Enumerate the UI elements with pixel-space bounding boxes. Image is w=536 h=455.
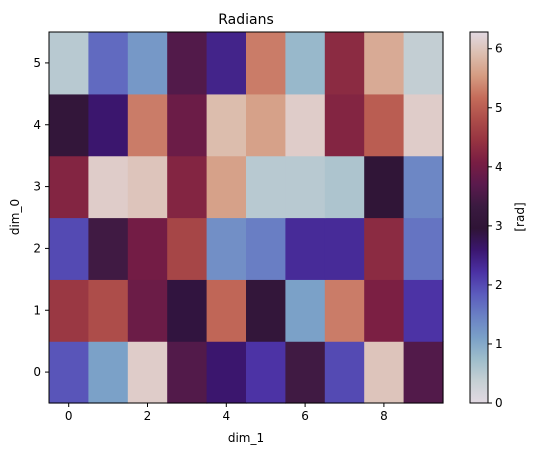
heatmap-cell bbox=[324, 93, 365, 157]
y-axis-label: dim_0 bbox=[8, 199, 22, 235]
y-axis-ticks: 0 1 2 3 4 5 bbox=[33, 56, 49, 379]
colorbar-label: [rad] bbox=[513, 202, 527, 231]
heatmap-cell bbox=[88, 155, 129, 219]
heatmap-cell bbox=[49, 217, 89, 280]
heatmap-cell bbox=[324, 279, 365, 342]
heatmap-cell bbox=[206, 93, 247, 157]
heatmap-cell bbox=[285, 93, 326, 157]
heatmap-cell bbox=[167, 32, 208, 95]
plot-frame bbox=[48, 31, 444, 404]
heatmap-cell bbox=[403, 341, 444, 404]
heatmap-cell bbox=[246, 155, 286, 219]
colorbar-tick-label: 2 bbox=[495, 278, 503, 292]
colorbar-tick-label: 5 bbox=[495, 101, 503, 115]
heatmap-cell bbox=[49, 155, 89, 219]
heatmap-cell bbox=[88, 32, 129, 95]
heatmap-cell bbox=[364, 32, 405, 95]
colorbar-ticks: 0 1 2 3 4 5 6 bbox=[488, 42, 503, 410]
y-tick-label: 4 bbox=[33, 118, 41, 132]
colorbar-tick-label: 6 bbox=[495, 42, 503, 56]
heatmap-cell bbox=[246, 279, 286, 342]
heatmap-cell bbox=[285, 32, 326, 95]
heatmap-cell bbox=[127, 93, 168, 157]
heatmap-cell bbox=[403, 155, 444, 219]
y-tick-label: 1 bbox=[33, 303, 41, 317]
colorbar bbox=[469, 31, 489, 404]
heatmap-cell bbox=[167, 93, 208, 157]
heatmap-cell bbox=[167, 279, 208, 342]
heatmap-cell bbox=[49, 341, 89, 404]
x-axis-label: dim_1 bbox=[228, 431, 264, 445]
heatmap-cell bbox=[246, 341, 286, 404]
heatmap-cell bbox=[206, 217, 247, 280]
colorbar-tick-label: 0 bbox=[495, 396, 503, 410]
heatmap-cell bbox=[403, 217, 444, 280]
heatmap-cell bbox=[49, 279, 89, 342]
heatmap-cell bbox=[364, 93, 405, 157]
heatmap-cell bbox=[88, 279, 129, 342]
x-tick-label: 2 bbox=[144, 409, 152, 423]
heatmap-cell bbox=[88, 217, 129, 280]
x-axis-ticks: 0 2 4 6 8 bbox=[65, 403, 388, 423]
heatmap-cell bbox=[324, 155, 365, 219]
heatmap-cell bbox=[206, 341, 247, 404]
x-tick-label: 6 bbox=[301, 409, 309, 423]
heatmap-cell bbox=[246, 217, 286, 280]
x-tick-label: 8 bbox=[380, 409, 388, 423]
heatmap-cell bbox=[324, 217, 365, 280]
heatmap-cell bbox=[246, 32, 286, 95]
heatmap-cell bbox=[167, 341, 208, 404]
heatmap-cell bbox=[246, 93, 286, 157]
heatmap-cell bbox=[88, 341, 129, 404]
heatmap-cell bbox=[285, 217, 326, 280]
heatmap-cell bbox=[206, 279, 247, 342]
heatmap-cell bbox=[364, 217, 405, 280]
colorbar-tick-label: 3 bbox=[495, 219, 503, 233]
heatmap-cell bbox=[127, 155, 168, 219]
heatmap-cell bbox=[364, 155, 405, 219]
heatmap-cell bbox=[285, 155, 326, 219]
heatmap-cell bbox=[403, 279, 444, 342]
colorbar-tick-label: 4 bbox=[495, 160, 503, 174]
heatmap-cell bbox=[403, 32, 444, 95]
heatmap-cell bbox=[285, 341, 326, 404]
heatmap-cell bbox=[403, 93, 444, 157]
x-tick-label: 4 bbox=[222, 409, 230, 423]
heatmap-cell bbox=[285, 279, 326, 342]
heatmap-cell bbox=[364, 279, 405, 342]
heatmap-cell bbox=[88, 93, 129, 157]
heatmap-cell bbox=[167, 217, 208, 280]
heatmap-cell bbox=[49, 32, 89, 95]
heatmap-cell bbox=[49, 93, 89, 157]
y-tick-label: 5 bbox=[33, 56, 41, 70]
heatmap-cell bbox=[324, 32, 365, 95]
heatmap-cell bbox=[127, 279, 168, 342]
heatmap-cell bbox=[127, 341, 168, 404]
chart-title: Radians bbox=[218, 12, 274, 28]
heatmap-cell bbox=[206, 155, 247, 219]
y-tick-label: 0 bbox=[33, 365, 41, 379]
heatmap-cell bbox=[127, 217, 168, 280]
heatmap-cell bbox=[364, 341, 405, 404]
x-tick-label: 0 bbox=[65, 409, 73, 423]
y-tick-label: 3 bbox=[33, 180, 41, 194]
heatmap-cells bbox=[49, 32, 444, 404]
y-tick-label: 2 bbox=[33, 241, 41, 255]
heatmap-cell bbox=[127, 32, 168, 95]
heatmap-cell bbox=[324, 341, 365, 404]
colorbar-tick-label: 1 bbox=[495, 337, 503, 351]
heatmap-cell bbox=[167, 155, 208, 219]
heatmap-cell bbox=[206, 32, 247, 95]
